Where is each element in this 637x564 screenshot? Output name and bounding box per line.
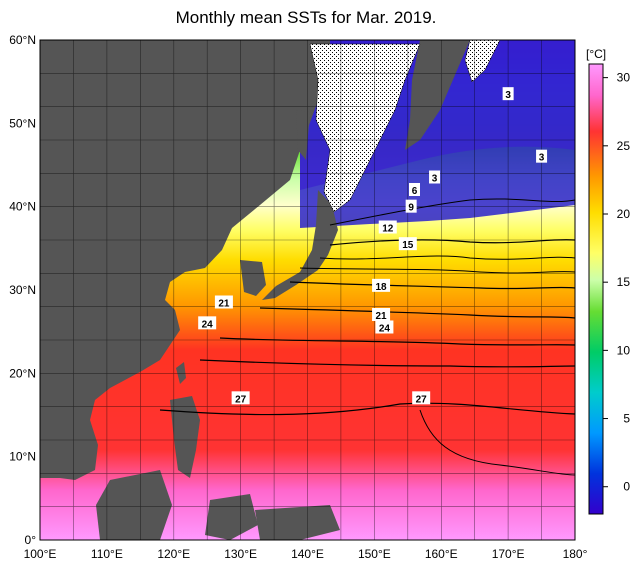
contour-label-box [429, 170, 441, 184]
lon-label: 180° [563, 547, 588, 561]
contour-label-box [214, 295, 233, 309]
contour-label-box [412, 391, 431, 405]
colorbar-tick-label: 5 [623, 412, 630, 426]
contour-label: 27 [416, 394, 428, 405]
colorbar-tick-label: 0 [623, 480, 630, 494]
colorbar-tick-label: 20 [617, 207, 631, 221]
contour-label-box [398, 237, 417, 251]
contour-label: 3 [539, 153, 545, 164]
contour-label: 3 [505, 90, 511, 101]
lon-label: 120°E [157, 547, 190, 561]
lon-label: 150°E [358, 547, 391, 561]
contour-label-box [231, 391, 250, 405]
contour-label-box [405, 199, 417, 213]
contour-label-box [409, 183, 420, 196]
lat-label: 40°N [9, 200, 36, 214]
lat-label: 10°N [9, 450, 36, 464]
lon-label: 160°E [425, 547, 458, 561]
longitude-labels: 100°E 110°E 120°E 130°E 140°E 150°E 160°E 170°E… [24, 547, 588, 561]
lon-label: 170°E [492, 547, 525, 561]
contour-label: 27 [235, 394, 247, 405]
map-title: Monthly mean SSTs for Mar. 2019. [175, 8, 437, 27]
colorbar-tick-label: 30 [617, 71, 631, 85]
contour-label: 3 [432, 174, 438, 185]
contour-label: 6 [412, 186, 418, 197]
contour-label: 9 [408, 203, 414, 214]
graticule [40, 39, 575, 540]
contour-label: 18 [376, 282, 388, 293]
contour-label: 24 [202, 319, 214, 330]
lat-label: 50°N [9, 116, 36, 130]
contour-label: 21 [376, 311, 388, 322]
colorbar-tick-label: 10 [617, 343, 631, 357]
contour-label-box [375, 320, 394, 334]
map-frame [39, 39, 576, 541]
lat-label: 30°N [9, 283, 36, 297]
contour-label-box [502, 87, 514, 101]
contour-label: 12 [382, 224, 394, 235]
contour-label: 15 [402, 240, 414, 251]
lon-label: 110°E [91, 547, 123, 561]
land-masses [40, 40, 470, 540]
contour-label-box [536, 149, 548, 163]
lat-label: 20°N [9, 366, 36, 380]
colorbar-tick-label: 15 [617, 275, 631, 289]
colorbar-tick-label: 25 [617, 139, 631, 153]
lat-label: 0° [25, 533, 37, 547]
colorbar: [°C] 30 25 20 15 10 5 0 [586, 47, 630, 515]
colorbar-ramp [588, 63, 604, 515]
colorbar-ticks: 30 25 20 15 10 5 0 [603, 71, 630, 494]
contour-labels: 3 3 3 6 9 12 15 18 21 21 24 24 27 27 [198, 87, 548, 405]
lon-label: 100°E [24, 547, 57, 561]
contour-label-box [378, 220, 397, 234]
contour-label: 21 [218, 299, 230, 310]
contour-label-box [198, 316, 217, 330]
latitude-labels: 60°N 50°N 40°N 30°N 20°N 10°N 0° [9, 33, 36, 547]
contour-label: 24 [379, 324, 391, 335]
contour-label-box [372, 278, 391, 292]
lat-label: 60°N [9, 33, 36, 47]
lon-label: 130°E [224, 547, 257, 561]
colorbar-unit: [°C] [586, 47, 606, 61]
sea-ice [309, 40, 501, 213]
contour-label-box [372, 308, 391, 321]
lon-label: 140°E [291, 547, 324, 561]
